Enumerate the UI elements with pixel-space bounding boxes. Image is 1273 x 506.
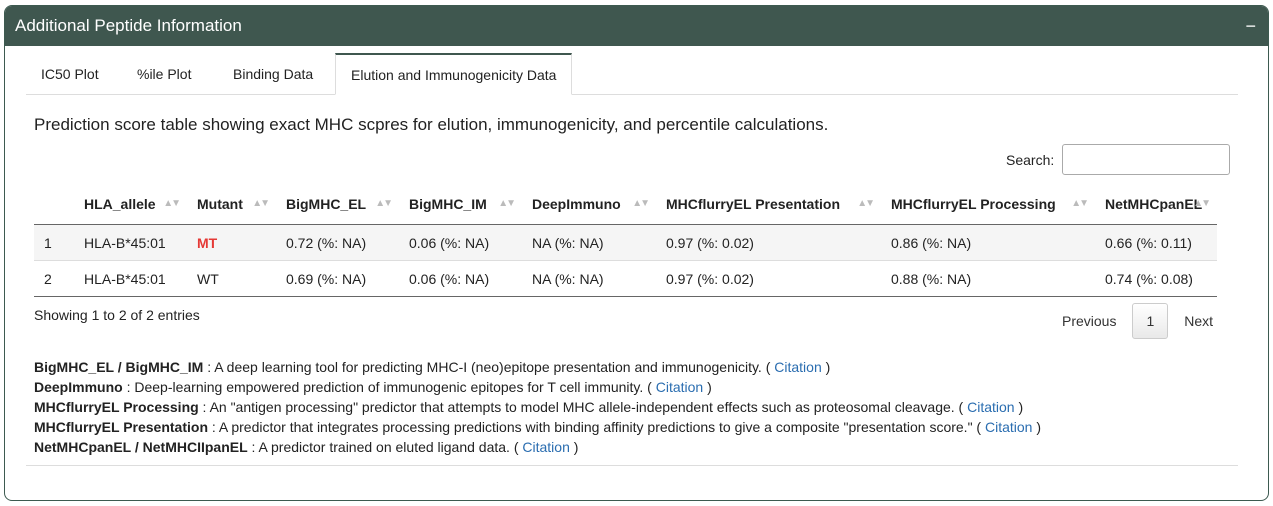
search-box: Search: [1006,144,1231,175]
tab-elution-immunogenicity[interactable]: Elution and Immunogenicity Data [335,53,573,95]
col-bigmhc-im[interactable]: BigMHC_IM ▲▼ [399,184,522,225]
note-deepimmuno: DeepImmuno : Deep-learning empowered pre… [34,379,712,395]
cell-mutant: MT [187,224,276,261]
table-row[interactable]: 2 HLA-B*45:01 WT 0.69 (%: NA) 0.06 (%: N… [34,260,1217,297]
cell-mhcflurry-presentation: 0.97 (%: 0.02) [656,224,881,261]
collapse-icon[interactable]: − [1245,16,1256,36]
note-netmhcpan: NetMHCpanEL / NetMHCIIpanEL : A predicto… [34,439,579,455]
col-mhcflurry-presentation[interactable]: MHCflurryEL Presentation ▲▼ [656,184,881,225]
cell-netmhcpan-el: 0.74 (%: 0.08) [1095,260,1217,297]
col-netmhcpan-el[interactable]: NetMHCpanEL ▲▼ [1095,184,1217,225]
cell-deepimmuno: NA (%: NA) [522,224,656,261]
cell-mhcflurry-processing: 0.86 (%: NA) [881,224,1095,261]
cell-mhcflurry-presentation: 0.97 (%: 0.02) [656,260,881,297]
cell-bigmhc-el: 0.69 (%: NA) [276,260,399,297]
table-row[interactable]: 1 HLA-B*45:01 MT 0.72 (%: NA) 0.06 (%: N… [34,224,1217,261]
cell-hla-allele: HLA-B*45:01 [74,260,187,297]
page-1-button[interactable]: 1 [1132,303,1169,339]
cell-bigmhc-im: 0.06 (%: NA) [399,260,522,297]
previous-button[interactable]: Previous [1062,313,1117,329]
note-mhcflurry-processing: MHCflurryEL Processing : An "antigen pro… [34,399,1024,415]
col-mutant[interactable]: Mutant ▲▼ [187,184,276,225]
cell-index: 2 [34,260,74,297]
sort-icon[interactable]: ▲▼ [632,198,650,209]
tab-binding-data[interactable]: Binding Data [233,66,314,82]
col-deepimmuno[interactable]: DeepImmuno ▲▼ [522,184,656,225]
sort-icon[interactable]: ▲▼ [857,198,875,209]
sort-icon[interactable]: ▲▼ [252,198,270,209]
panel-header[interactable]: Additional Peptide Information − [5,6,1268,46]
col-hla-allele[interactable]: HLA_allele ▲▼ [74,184,187,225]
citation-link[interactable]: Citation [655,379,704,395]
citation-link[interactable]: Citation [985,419,1033,435]
prediction-score-table: HLA_allele ▲▼ Mutant ▲▼ BigMHC_EL ▲▼ BigMHC… [34,184,1217,297]
sort-icon[interactable]: ▲▼ [498,198,516,209]
citation-link[interactable]: Citation [967,399,1015,415]
col-mhcflurry-processing[interactable]: MHCflurryEL Processing ▲▼ [881,184,1095,225]
tab-bar: IC50 Plot %ile Plot Binding Data Elution… [26,53,1238,95]
note-mhcflurry-presentation: MHCflurryEL Presentation : A predictor t… [34,419,1042,435]
cell-index: 1 [34,224,74,261]
note-bigmhc: BigMHC_EL / BigMHC_IM : A deep learning … [34,359,831,375]
search-label: Search: [1006,151,1055,168]
tab-percentile-plot[interactable]: %ile Plot [137,66,192,82]
cell-bigmhc-el: 0.72 (%: NA) [276,224,399,261]
cell-deepimmuno: NA (%: NA) [522,260,656,297]
table-header-row: HLA_allele ▲▼ Mutant ▲▼ BigMHC_EL ▲▼ BigMHC… [34,184,1217,225]
table-info: Showing 1 to 2 of 2 entries [34,307,200,323]
next-button[interactable]: Next [1184,313,1214,329]
sort-icon[interactable]: ▲▼ [1193,198,1211,209]
tab-ic50-plot[interactable]: IC50 Plot [41,66,99,82]
pagination: Previous 1 Next [1050,303,1225,339]
cell-mutant: WT [187,260,276,297]
cell-bigmhc-im: 0.06 (%: NA) [399,224,522,261]
cell-netmhcpan-el: 0.66 (%: 0.11) [1095,224,1217,261]
citation-link[interactable]: Citation [774,359,822,375]
sort-icon[interactable]: ▲▼ [1071,198,1089,209]
tool-notes: BigMHC_EL / BigMHC_IM : A deep learning … [34,357,1041,457]
panel-title: Additional Peptide Information [15,16,242,35]
col-index [34,184,74,225]
cell-mhcflurry-processing: 0.88 (%: NA) [881,260,1095,297]
sort-icon[interactable]: ▲▼ [163,198,181,209]
table-description: Prediction score table showing exact MHC… [34,115,829,134]
search-input[interactable] [1062,144,1231,175]
citation-link[interactable]: Citation [522,439,570,455]
panel-divider [26,465,1238,466]
cell-hla-allele: HLA-B*45:01 [74,224,187,261]
sort-icon[interactable]: ▲▼ [375,198,393,209]
col-bigmhc-el[interactable]: BigMHC_EL ▲▼ [276,184,399,225]
